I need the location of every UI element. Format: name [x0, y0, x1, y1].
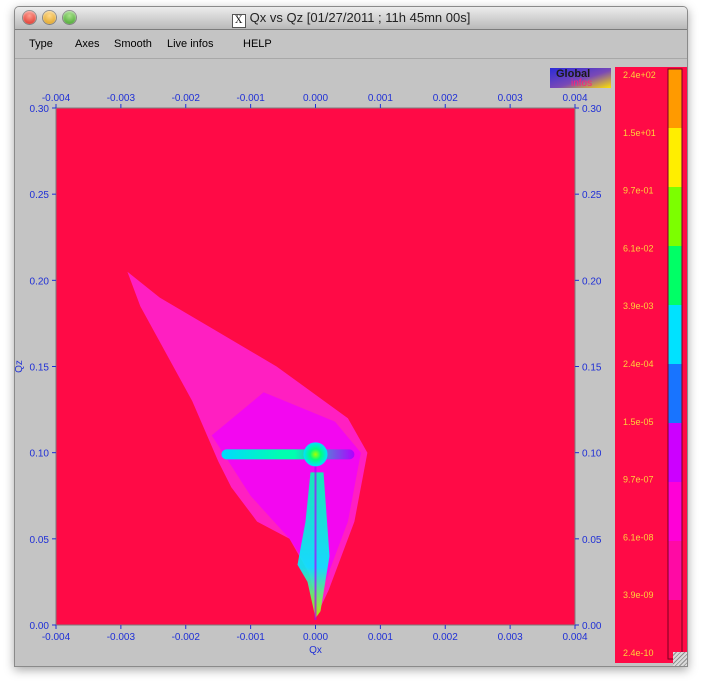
x-tick-label-bottom: -0.001: [236, 632, 265, 643]
y-tick-label-left: 0.30: [30, 104, 50, 115]
menu-type[interactable]: Type: [29, 38, 53, 50]
x-tick-label-top: 0.000: [303, 93, 328, 104]
x-tick-label-top: 0.004: [562, 93, 587, 104]
x-tick-label-top: -0.003: [107, 93, 136, 104]
colorbar: 2.4e+02 1.5e+01 9.7e-01 6.1e-02 3.9e-03 2.4e-…: [615, 67, 687, 663]
colorbar-swatch: [668, 600, 682, 660]
x-tick-label-bottom: 0.004: [562, 632, 587, 643]
colorbar-tick-label: 2.4e-10: [623, 648, 654, 658]
x-tick-label-top: -0.001: [236, 93, 265, 104]
plot-panel: -0.004 -0.004 -0.003 -0.003 -0.002 -0.002 -0.0…: [15, 59, 615, 666]
global-infos-badge[interactable]: Global infos: [550, 68, 611, 89]
x-tick-label-bottom: -0.003: [107, 632, 136, 643]
x11-icon: X: [231, 14, 246, 28]
colorbar-tick-label: 2.4e-04: [623, 359, 654, 369]
colorbar-panel: 2.4e+02 1.5e+01 9.7e-01 6.1e-02 3.9e-03 2.4e-…: [615, 59, 687, 666]
colorbar-swatch: [668, 364, 682, 424]
badge-line-2: infos: [571, 78, 592, 89]
x-tick-label-bottom: 0.003: [498, 632, 523, 643]
x-tick-label-bottom: -0.004: [42, 632, 71, 643]
x-tick-label-top: 0.001: [368, 93, 393, 104]
title-bar[interactable]: X Qx vs Qz [01/27/2011 ; 11h 45mn 00s]: [15, 7, 687, 30]
vertical-tail: [297, 472, 330, 619]
x-tick-label-bottom: 0.000: [303, 632, 328, 643]
menu-bar: Type Axes Smooth Live infos HELP: [15, 30, 687, 59]
menu-live-infos[interactable]: Live infos: [167, 38, 214, 50]
x-tick-label-top: -0.002: [172, 93, 201, 104]
y-tick-label-left: 0.10: [30, 449, 50, 460]
colorbar-tick-label: 6.1e-08: [623, 532, 654, 542]
x-tick-label-top: 0.002: [433, 93, 458, 104]
colorbar-tick-label: 2.4e+02: [623, 70, 656, 80]
minimize-button[interactable]: [43, 11, 56, 24]
badge-line-1: Global: [556, 68, 590, 80]
colorbar-swatch: [668, 246, 682, 306]
y-tick-label-right: 0.20: [582, 276, 602, 287]
zoom-button[interactable]: [63, 11, 76, 24]
x-tick-label-top: -0.004: [42, 93, 71, 104]
colorbar-tick-label: 3.9e-09: [623, 590, 654, 600]
colorbar-swatch: [668, 482, 682, 542]
colorbar-swatch: [668, 187, 682, 247]
x-tick-label-bottom: 0.002: [433, 632, 458, 643]
colorbar-tick-label: 1.5e+01: [623, 128, 656, 138]
y-tick-label-right: 0.05: [582, 535, 602, 546]
resize-grip[interactable]: [673, 652, 687, 666]
bragg-peak: [303, 442, 328, 467]
y-tick-label-right: 0.15: [582, 363, 602, 374]
y-tick-label-left: 0.20: [30, 276, 50, 287]
app-window: X Qx vs Qz [01/27/2011 ; 11h 45mn 00s] Ty…: [14, 6, 688, 667]
y-tick-label-left: 0.05: [30, 535, 50, 546]
x-axis-label: Qx: [309, 645, 322, 656]
colorbar-tick-label: 9.7e-01: [623, 186, 654, 196]
colorbar-swatch: [668, 69, 682, 129]
colorbar-swatch: [668, 305, 682, 365]
x-tick-label-bottom: -0.002: [172, 632, 201, 643]
colorbar-swatch: [668, 423, 682, 483]
close-button[interactable]: [23, 11, 36, 24]
y-tick-label-right: 0.00: [582, 621, 602, 632]
menu-axes[interactable]: Axes: [75, 38, 100, 50]
menu-help[interactable]: HELP: [243, 38, 272, 50]
y-tick-label-left: 0.25: [30, 190, 50, 201]
colorbar-tick-label: 3.9e-03: [623, 301, 654, 311]
colorbar-tick-label: 9.7e-07: [623, 475, 654, 485]
heatmap-plot[interactable]: -0.004 -0.004 -0.003 -0.003 -0.002 -0.002 -0.0…: [15, 59, 615, 666]
colorbar-tick-label: 1.5e-05: [623, 417, 654, 427]
y-tick-label-left: 0.00: [30, 621, 50, 632]
x-tick-label-top: 0.003: [498, 93, 523, 104]
colorbar-swatch: [668, 128, 682, 188]
x-tick-label-bottom: 0.001: [368, 632, 393, 643]
y-tick-label-right: 0.30: [582, 104, 602, 115]
colorbar-swatch: [668, 541, 682, 601]
y-tick-label-right: 0.10: [582, 449, 602, 460]
y-tick-label-left: 0.15: [30, 363, 50, 374]
window-title: Qx vs Qz [01/27/2011 ; 11h 45mn 00s]: [249, 10, 471, 25]
horizontal-streak: [221, 449, 355, 460]
menu-smooth[interactable]: Smooth: [114, 38, 152, 50]
colorbar-tick-label: 6.1e-02: [623, 243, 654, 253]
y-tick-label-right: 0.25: [582, 190, 602, 201]
y-axis-label: Qz: [15, 360, 25, 373]
